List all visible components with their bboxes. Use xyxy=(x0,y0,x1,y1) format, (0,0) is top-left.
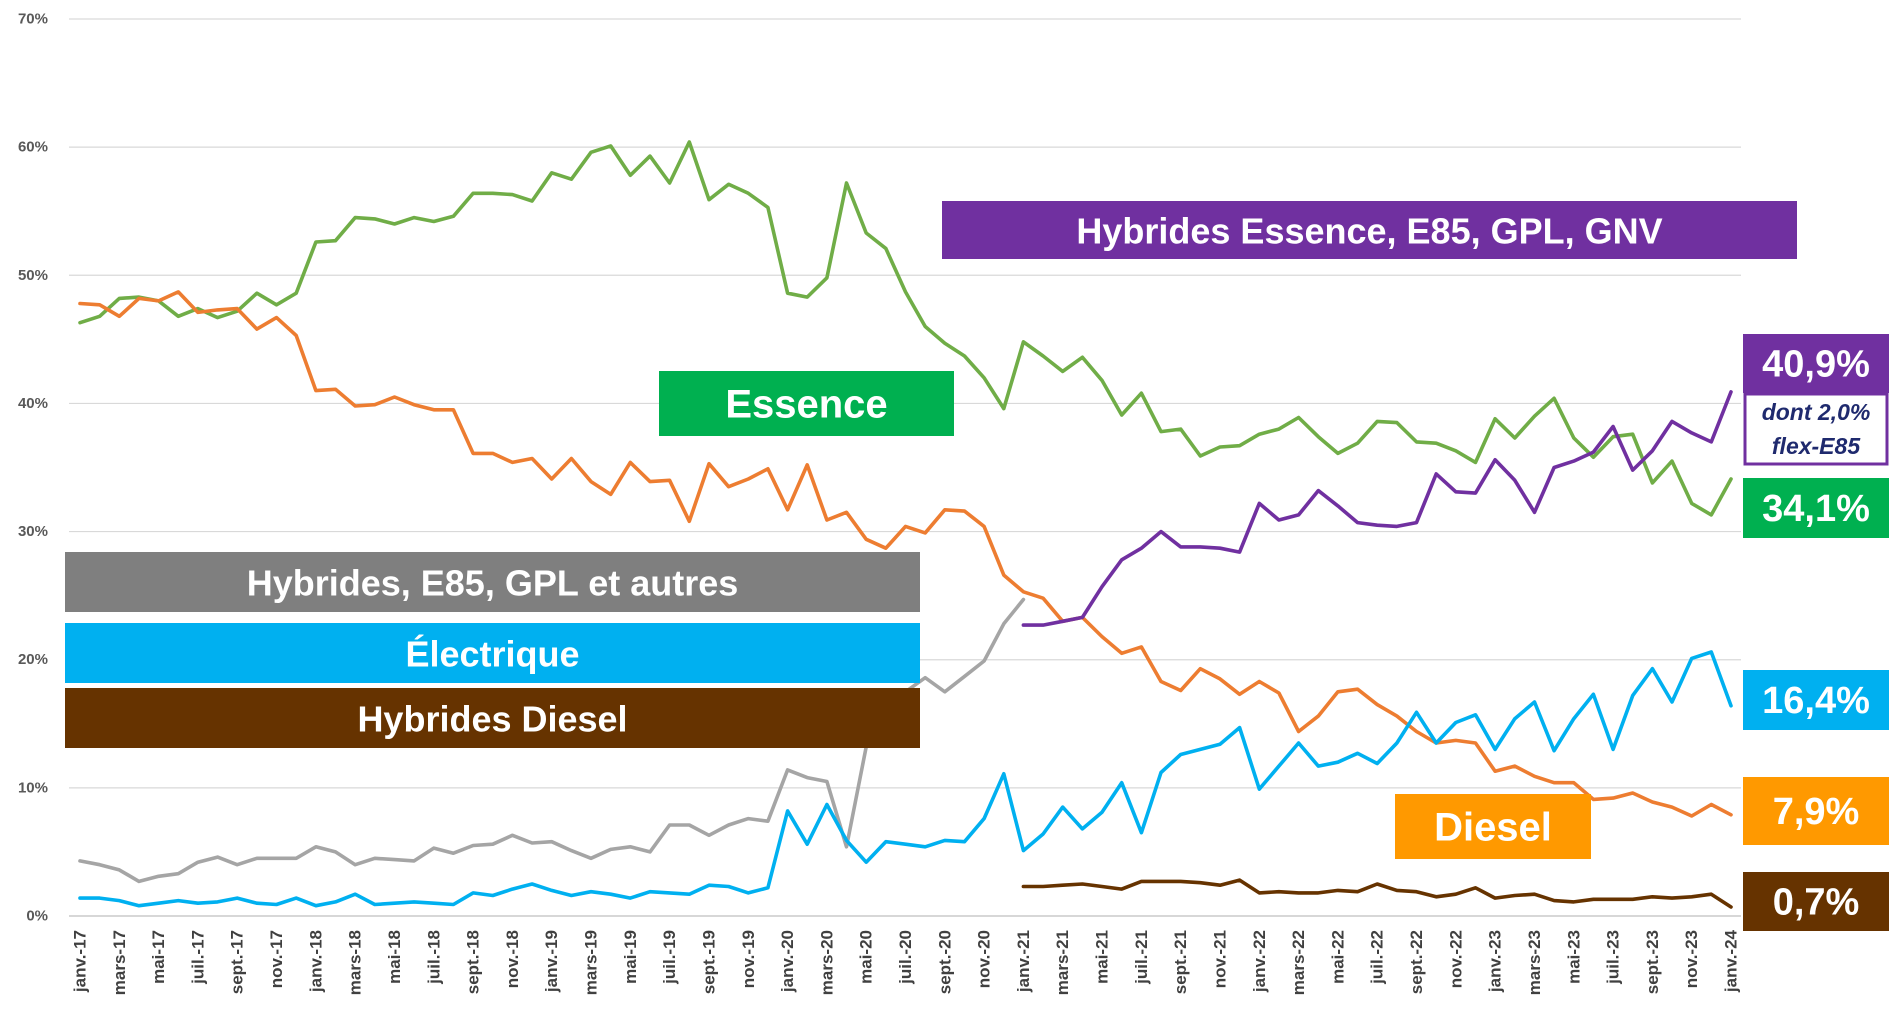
x-tick-label: juil.-22 xyxy=(1368,930,1387,985)
end-label: 40,9% xyxy=(1762,344,1870,386)
legend-box xyxy=(942,201,1797,259)
end-label-box xyxy=(1743,478,1889,538)
y-tick-label: 50% xyxy=(18,267,48,284)
x-tick-label: juil.-21 xyxy=(1132,930,1151,985)
y-tick-label: 60% xyxy=(18,139,48,156)
y-tick-label: 20% xyxy=(18,651,48,668)
x-tick-label: mars-17 xyxy=(110,930,129,995)
x-tick-label: nov.-21 xyxy=(1210,930,1229,988)
x-tick-label: mars-23 xyxy=(1525,930,1544,995)
x-tick-label: sept.-23 xyxy=(1643,930,1662,994)
x-tick-label: juil.-19 xyxy=(660,930,679,985)
x-tick-label: mars-21 xyxy=(1053,930,1072,995)
note-text: dont 2,0% xyxy=(1762,399,1871,425)
legend-box xyxy=(65,688,920,748)
x-tick-label: nov.-23 xyxy=(1682,930,1701,988)
x-tick-label: janv.-17 xyxy=(71,930,90,993)
series-line xyxy=(1021,878,1733,909)
legend-label: Hybrides Diesel xyxy=(357,699,627,740)
x-tick-label: juil.-23 xyxy=(1604,930,1623,985)
end-label-box xyxy=(1743,872,1889,931)
legend-box xyxy=(65,623,920,683)
x-tick-label: sept.-21 xyxy=(1171,930,1190,994)
legend-label: Hybrides, E85, GPL et autres xyxy=(247,563,739,604)
legend-label: Essence xyxy=(725,383,887,427)
note-box xyxy=(1743,392,1889,466)
y-tick-label: 30% xyxy=(18,523,48,540)
series-line xyxy=(1021,390,1733,627)
legend-label: Électrique xyxy=(405,634,579,675)
end-label: 0,7% xyxy=(1773,882,1860,924)
x-tick-label: mars-22 xyxy=(1289,930,1308,995)
y-tick-label: 10% xyxy=(18,779,48,796)
end-label-box xyxy=(1743,334,1889,393)
x-tick-label: sept.-18 xyxy=(464,930,483,994)
x-tick-label: nov.-18 xyxy=(503,930,522,988)
x-tick-label: janv.-18 xyxy=(306,930,325,993)
x-tick-label: janv.-23 xyxy=(1486,930,1505,993)
legend-label: Hybrides Essence, E85, GPL, GNV xyxy=(1076,211,1662,252)
x-tick-label: mai-19 xyxy=(621,930,640,984)
x-tick-label: mai-23 xyxy=(1564,930,1583,984)
end-label: 16,4% xyxy=(1762,680,1870,722)
x-tick-label: juil.-20 xyxy=(896,930,915,985)
x-tick-label: sept.-17 xyxy=(228,930,247,994)
end-label-box xyxy=(1743,670,1889,730)
end-label-box xyxy=(1743,777,1889,845)
x-tick-label: janv.-19 xyxy=(542,930,561,993)
x-tick-label: mars-20 xyxy=(817,930,836,995)
x-tick-label: mars-19 xyxy=(582,930,601,995)
note-text: flex-E85 xyxy=(1772,433,1861,459)
legend-box xyxy=(659,371,954,436)
x-tick-label: nov.-19 xyxy=(739,930,758,988)
series-line xyxy=(78,290,1733,818)
x-tick-label: juil.-17 xyxy=(188,930,207,985)
x-tick-label: janv.-22 xyxy=(1250,930,1269,993)
legend-box xyxy=(1395,794,1591,859)
x-tick-label: nov.-20 xyxy=(975,930,994,988)
x-tick-label: mai-22 xyxy=(1328,930,1347,984)
end-label: 34,1% xyxy=(1762,488,1870,530)
y-tick-label: 70% xyxy=(18,11,48,28)
x-tick-label: janv.-24 xyxy=(1722,929,1741,993)
x-tick-label: mars-18 xyxy=(346,930,365,995)
x-tick-label: mai-21 xyxy=(1093,930,1112,984)
end-label: 7,9% xyxy=(1773,791,1860,833)
series-line xyxy=(78,650,1733,908)
x-tick-label: nov.-22 xyxy=(1446,930,1465,988)
x-tick-label: juil.-18 xyxy=(424,930,443,985)
x-tick-label: janv.-21 xyxy=(1014,930,1033,993)
x-tick-label: nov.-17 xyxy=(267,930,286,988)
y-tick-label: 0% xyxy=(26,908,48,925)
x-tick-label: sept.-19 xyxy=(699,930,718,994)
x-tick-label: mai-18 xyxy=(385,930,404,984)
x-tick-label: janv.-20 xyxy=(778,930,797,993)
x-tick-label: sept.-22 xyxy=(1407,930,1426,994)
x-tick-label: mai-20 xyxy=(857,930,876,984)
legend-box xyxy=(65,552,920,612)
legend-label: Diesel xyxy=(1434,806,1552,850)
x-tick-label: sept.-20 xyxy=(935,930,954,994)
x-tick-label: mai-17 xyxy=(149,930,168,984)
series-line xyxy=(78,140,1733,517)
y-tick-label: 40% xyxy=(18,395,48,412)
